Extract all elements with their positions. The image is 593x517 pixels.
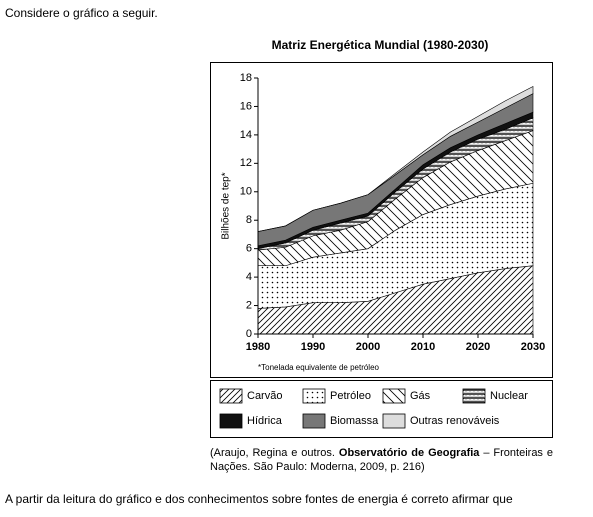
- footnote: *Tonelada equivalente de petróleo: [258, 363, 380, 372]
- legend-swatch: [382, 413, 406, 429]
- chart-frame: [210, 62, 553, 378]
- area: [257, 86, 534, 232]
- x-tick-label: 2000: [356, 341, 380, 353]
- y-tick-label: 0: [246, 328, 252, 340]
- legend-swatch: [302, 413, 326, 429]
- y-tick-label: 2: [246, 299, 252, 311]
- legend-swatch: [302, 388, 326, 404]
- y-tick-label: 10: [240, 186, 252, 198]
- legend-label: Hídrica: [247, 415, 283, 427]
- y-tick-label: 16: [240, 100, 252, 112]
- chart-title: Matriz Energética Mundial (1980-2030): [272, 38, 489, 52]
- caption-text: (Araujo, Regina e outros.: [210, 447, 339, 459]
- legend-label: Petróleo: [330, 390, 371, 402]
- y-axis-label: Bilhões de tep*: [221, 172, 232, 239]
- intro-text: Considere o gráfico a seguir.: [5, 6, 158, 20]
- legend-label: Outras renováveis: [410, 415, 500, 427]
- y-tick-label: 4: [246, 271, 252, 283]
- caption: (Araujo, Regina e outros. Observatório d…: [210, 446, 553, 474]
- legend-label: Carvão: [247, 390, 282, 402]
- caption-text: – Fronteiras e Nações. São Paulo: Modern…: [210, 447, 553, 473]
- legend-frame: [210, 380, 553, 438]
- y-tick-label: 8: [246, 214, 252, 226]
- legend-label: Nuclear: [490, 390, 528, 402]
- y-tick-label: 12: [240, 157, 252, 169]
- x-tick-label: 2030: [521, 341, 545, 353]
- legend-swatch: [219, 388, 243, 404]
- x-tick-label: 2010: [411, 341, 435, 353]
- x-tick-label: 2020: [466, 341, 490, 353]
- y-tick-label: 6: [246, 243, 252, 255]
- legend-swatch: [219, 413, 243, 429]
- x-tick-label: 1990: [301, 341, 325, 353]
- chart: Matriz Energética Mundial (1980-2030) Bi…: [210, 38, 553, 438]
- y-tick-label: 18: [240, 72, 252, 84]
- legend-swatch: [382, 388, 406, 404]
- x-tick-label: 1980: [246, 341, 270, 353]
- question-text: A partir da leitura do gráfico e dos con…: [5, 492, 513, 506]
- caption-bold: Observatório de Geografia: [338, 447, 480, 459]
- legend-label: Biomassa: [330, 415, 379, 427]
- y-tick-label: 14: [240, 129, 252, 141]
- legend-swatch: [462, 388, 486, 404]
- legend-label: Gás: [410, 390, 431, 402]
